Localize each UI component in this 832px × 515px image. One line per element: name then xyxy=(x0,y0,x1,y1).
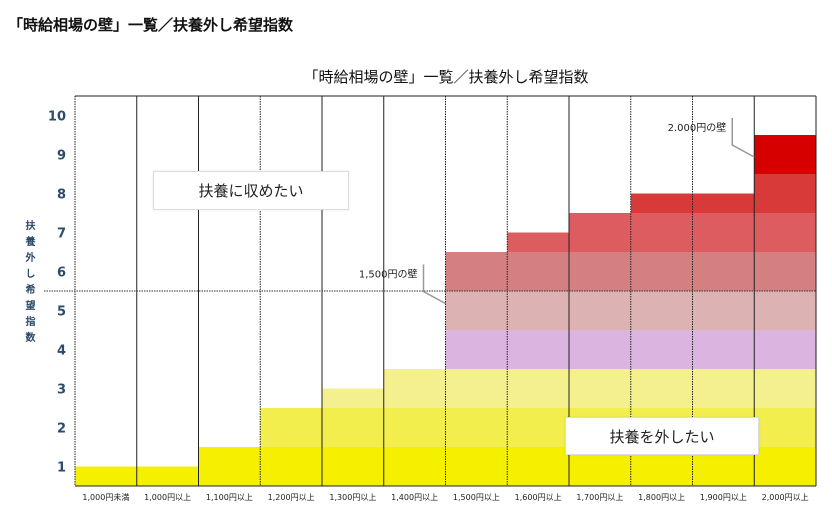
bar-segment xyxy=(754,369,817,408)
bar-segment xyxy=(445,408,508,447)
y-tick-label: 10 xyxy=(48,110,66,125)
annotation-callout-line xyxy=(422,264,446,305)
bar-segment xyxy=(260,408,323,447)
bar-segment xyxy=(630,252,693,291)
y-tick-label: 8 xyxy=(57,188,66,203)
bar-segment xyxy=(754,291,817,330)
x-tick-label: 1,700円以上 xyxy=(576,493,623,502)
y-tick-label: 1 xyxy=(57,461,66,476)
x-tick-label: 1,500円以上 xyxy=(453,493,500,502)
y-axis-label: 扶養外し希望指数 xyxy=(23,220,34,348)
region-label-lower: 扶養を外したい xyxy=(565,417,759,455)
bar-segment xyxy=(692,252,755,291)
bar-segment xyxy=(383,447,446,486)
bar-segment xyxy=(754,408,817,447)
annotation-callout-line xyxy=(731,118,755,158)
bar-segment xyxy=(136,466,199,486)
bar-segment xyxy=(198,447,261,486)
bar-segment xyxy=(569,252,632,291)
y-tick-label: 6 xyxy=(57,266,66,281)
page-title: 「時給相場の壁」一覧／扶養外し希望指数 xyxy=(8,16,294,34)
bar-segment xyxy=(507,369,570,408)
x-tick-label: 1,000円以上 xyxy=(144,493,191,502)
bar-segment xyxy=(322,388,385,408)
bar-segment xyxy=(569,291,632,330)
x-tick-label: 1,300円以上 xyxy=(329,493,376,502)
bar-segment xyxy=(692,193,755,213)
y-tick-label: 7 xyxy=(57,227,66,242)
bar-segment xyxy=(754,135,817,174)
bar-segment xyxy=(445,252,508,291)
y-tick-label: 4 xyxy=(57,344,66,359)
y-tick-label: 2 xyxy=(57,422,66,437)
x-tick-label: 2,000円以上 xyxy=(762,493,809,502)
bar-segment xyxy=(75,466,138,486)
bar-segment xyxy=(383,369,446,408)
bar-segment xyxy=(569,330,632,369)
bar-segment xyxy=(630,213,693,252)
bar-segment xyxy=(630,291,693,330)
bar-segment xyxy=(383,408,446,447)
x-tick-label: 1,900円以上 xyxy=(700,493,747,502)
bar-segment xyxy=(692,213,755,252)
bar-segment xyxy=(445,291,508,330)
bar-segment xyxy=(754,447,817,486)
bar-segment xyxy=(322,447,385,486)
bar-segment xyxy=(754,213,817,252)
bar-segment xyxy=(630,369,693,408)
bar-segment xyxy=(507,232,570,252)
x-tick-label: 1,000円未満 xyxy=(82,492,129,502)
bar-segment xyxy=(754,252,817,291)
x-tick-label: 1,400円以上 xyxy=(391,493,438,502)
bar-segment xyxy=(692,369,755,408)
bar-segment xyxy=(507,408,570,447)
x-tick-label: 1,800円以上 xyxy=(638,493,685,502)
y-tick-label: 9 xyxy=(57,149,66,164)
bar-segment xyxy=(630,330,693,369)
bar-segment xyxy=(322,408,385,447)
chart-title: 「時給相場の壁」一覧／扶養外し希望指数 xyxy=(303,68,588,86)
bar-segment xyxy=(445,330,508,369)
bar-segment xyxy=(569,369,632,408)
bar-segment xyxy=(754,174,817,213)
bar-segment xyxy=(507,252,570,291)
x-tick-label: 1,200円以上 xyxy=(268,493,315,502)
bar-segment xyxy=(692,291,755,330)
bar-segment xyxy=(445,447,508,486)
bar-segment xyxy=(754,330,817,369)
bar-segment xyxy=(507,447,570,486)
annotation-label: 2.000円の壁 xyxy=(668,121,727,134)
y-tick-label: 5 xyxy=(57,305,66,320)
bar-segment xyxy=(507,291,570,330)
region-label-upper: 扶養に収めたい xyxy=(153,171,349,210)
y-tick-label: 3 xyxy=(57,383,66,398)
annotation-label: 1,500円の壁 xyxy=(359,268,418,281)
bar-segment xyxy=(507,330,570,369)
x-tick-label: 1,600円以上 xyxy=(515,493,562,502)
bar-segment xyxy=(569,213,632,252)
bar-segment xyxy=(260,447,323,486)
bar-segment xyxy=(630,193,693,213)
bar-segment xyxy=(692,330,755,369)
bar-segment xyxy=(445,369,508,408)
x-tick-label: 1,100円以上 xyxy=(206,493,253,502)
